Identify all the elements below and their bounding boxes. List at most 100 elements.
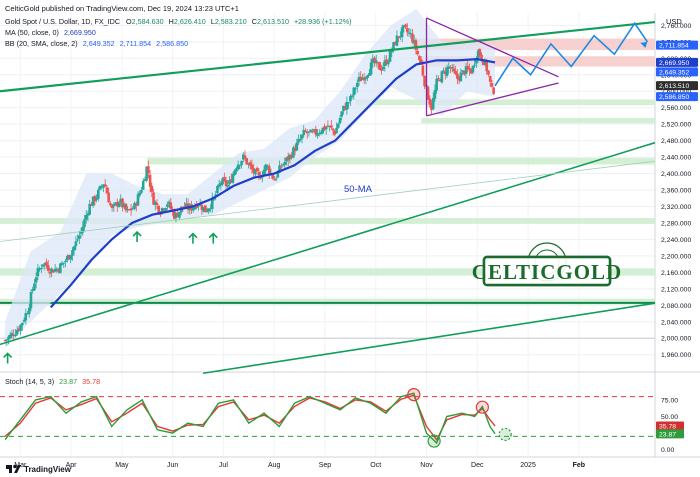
- candle-body: [423, 76, 426, 87]
- tradingview-brand[interactable]: TradingView: [6, 464, 72, 474]
- candle-body: [426, 86, 430, 100]
- projection-path: [494, 21, 649, 87]
- up-arrow-head-icon: [132, 230, 142, 237]
- time-tick-label: Jun: [167, 462, 178, 469]
- candle-body: [350, 95, 354, 97]
- symbol-title[interactable]: Gold Spot / U.S. Dollar, 1D, FX_IDC O2,5…: [5, 17, 352, 26]
- candle-body: [466, 66, 470, 70]
- candle-body: [45, 261, 48, 267]
- price-badge-text: 2,613.510: [659, 83, 689, 90]
- candle-body: [216, 185, 219, 194]
- candle-body: [371, 58, 375, 63]
- bb-legend[interactable]: BB (20, SMA, close, 2) 2,649.352 2,711.8…: [5, 39, 188, 48]
- candle-body: [64, 261, 67, 263]
- candle-body: [98, 185, 102, 190]
- tradingview-brand-text: TradingView: [24, 465, 72, 474]
- candle-body: [247, 163, 250, 165]
- candle-body: [452, 68, 456, 72]
- candle-body: [397, 36, 400, 39]
- time-tick-label: Sep: [319, 462, 332, 469]
- candle-body: [138, 192, 142, 196]
- candle-body: [476, 50, 480, 60]
- candle-body: [226, 184, 230, 187]
- candle-body: [257, 172, 261, 175]
- candle-body: [128, 209, 131, 211]
- candle-body: [492, 87, 495, 94]
- candle-body: [43, 263, 47, 265]
- candle-body: [69, 255, 72, 260]
- price-badge[interactable]: [656, 81, 698, 91]
- candle-body: [100, 186, 104, 188]
- candle-body: [304, 130, 307, 132]
- candle-body: [459, 72, 463, 82]
- candle-body: [248, 162, 252, 166]
- stoch-signal-circle: [498, 427, 512, 442]
- candle-body: [292, 147, 295, 158]
- support-zone-2430: [147, 157, 656, 165]
- candle-body: [440, 71, 444, 83]
- bb-legend-v3: 2,586.850: [156, 39, 188, 48]
- ma-legend[interactable]: MA (50, close, 0) 2,669.950: [5, 28, 96, 37]
- price-badge[interactable]: [656, 40, 698, 50]
- currency-label: USD: [666, 17, 682, 26]
- candle-body: [140, 190, 143, 193]
- candle-body: [457, 77, 461, 81]
- candle-body: [419, 59, 423, 65]
- candle-body: [81, 226, 85, 233]
- candle-body: [462, 71, 466, 75]
- candle-body: [443, 71, 447, 75]
- candle-body: [166, 204, 169, 207]
- candle-body: [414, 40, 418, 50]
- candle-body: [279, 166, 283, 168]
- candle-body: [345, 101, 349, 110]
- candle-body: [12, 334, 16, 336]
- candle-body: [338, 118, 342, 124]
- candle-body: [283, 162, 287, 165]
- candle-body: [131, 208, 135, 210]
- price-tick-label: 2,160.000: [661, 270, 691, 277]
- candle-body: [483, 60, 487, 65]
- candle-body: [433, 90, 437, 99]
- candle-body: [378, 62, 381, 70]
- candle-body: [33, 283, 36, 291]
- stoch-legend[interactable]: Stoch (14, 5, 3) 23.87 35.78: [5, 377, 100, 386]
- candle-body: [181, 206, 185, 208]
- candle-body: [223, 177, 226, 181]
- price-badge[interactable]: [656, 92, 698, 102]
- price-badge[interactable]: [656, 57, 698, 67]
- candle-body: [178, 211, 181, 218]
- projection-arrow-head: [640, 41, 648, 48]
- trend-drawings: [0, 17, 656, 375]
- stoch-badge[interactable]: [656, 429, 684, 439]
- candle-body: [274, 178, 278, 180]
- candle-body: [328, 126, 331, 128]
- candle-body: [404, 24, 407, 28]
- candle-body: [191, 207, 195, 211]
- candle-body: [197, 205, 200, 207]
- stoch-signal-circle: [475, 400, 489, 414]
- candle-body: [355, 82, 359, 88]
- candle-body: [52, 270, 55, 273]
- candle-body: [295, 142, 299, 151]
- close-value: 2,613.510: [257, 17, 289, 26]
- candle-body: [159, 213, 162, 215]
- candle-body: [172, 210, 176, 219]
- stoch-badge[interactable]: [656, 421, 684, 431]
- candle-body: [17, 328, 21, 331]
- candle-body: [240, 160, 243, 166]
- candle-body: [290, 155, 293, 158]
- support-zone-2090: [0, 298, 655, 305]
- candle-body: [83, 219, 86, 228]
- time-tick-label: Aug: [268, 462, 281, 469]
- candle-body: [418, 55, 421, 61]
- candle-body: [385, 59, 388, 65]
- price-tick-label: 2,520.000: [661, 122, 691, 129]
- candle-body: [41, 264, 45, 267]
- candle-body: [488, 75, 492, 82]
- candle-body: [8, 334, 12, 339]
- publisher-text: CelticGold published on TradingView.com,…: [5, 4, 239, 13]
- price-badge[interactable]: [656, 67, 698, 77]
- candle-body: [15, 330, 19, 335]
- candle-body: [347, 102, 350, 104]
- candle-body: [40, 268, 43, 270]
